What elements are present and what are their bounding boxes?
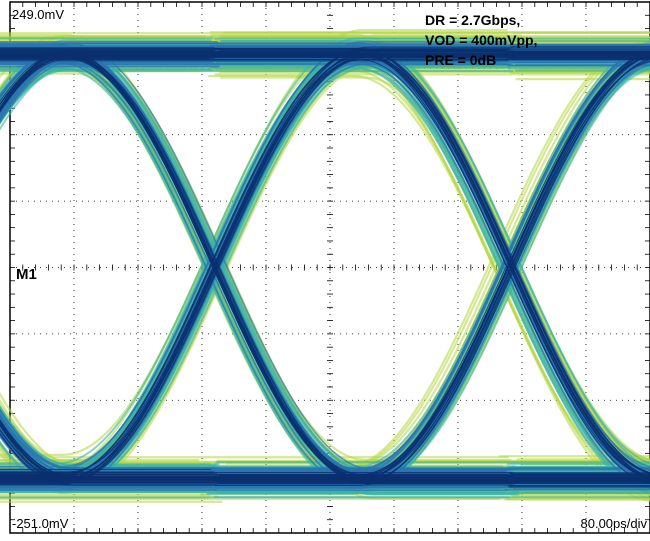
- eye-trace: [0, 50, 213, 103]
- eye-trace: [215, 55, 650, 480]
- eye-trace: [217, 53, 650, 478]
- eye-trace: [0, 423, 217, 483]
- eye-trace: [0, 54, 221, 121]
- eye-trace: [0, 429, 213, 484]
- eye-trace: [0, 55, 512, 482]
- y-top-label: 249.0mV: [12, 7, 64, 22]
- annotation-block: DR = 2.7Gbps, VOD = 400mVpp, PRE = 0dB: [425, 12, 537, 68]
- annotation-data-rate: DR = 2.7Gbps,: [425, 12, 520, 28]
- eye-trace: [218, 51, 650, 476]
- eye-trace: [0, 402, 218, 464]
- eye-trace: [0, 417, 220, 481]
- eye-trace: [0, 53, 220, 117]
- eye-trace: [0, 419, 217, 477]
- eye-traces: [0, 28, 650, 503]
- eye-trace: [217, 59, 650, 484]
- eye-trace: [0, 52, 217, 111]
- eye-trace: [0, 411, 220, 475]
- eye-trace: [0, 55, 216, 113]
- eye-trace: [0, 416, 216, 474]
- marker-label-m1: M1: [16, 266, 37, 283]
- eye-trace: [0, 49, 507, 476]
- y-bottom-label: -251.0mV: [12, 516, 69, 531]
- eye-trace: [0, 56, 513, 483]
- eye-trace: [0, 408, 218, 469]
- eye-trace: [0, 50, 215, 106]
- eye-trace: [0, 54, 508, 480]
- eye-trace: [0, 60, 220, 124]
- eye-trace: [213, 55, 650, 481]
- eye-trace: [0, 50, 217, 109]
- eye-trace: [0, 392, 228, 470]
- eye-trace: [0, 57, 218, 119]
- eye-trace: [217, 49, 650, 474]
- eye-trace: [0, 55, 214, 110]
- eye-trace: [0, 414, 214, 469]
- eye-trace: [0, 55, 513, 482]
- eye-trace: [0, 428, 213, 481]
- eye-trace: [0, 53, 510, 480]
- eye-trace: [0, 54, 515, 481]
- eye-trace: [0, 432, 212, 484]
- eye-trace: [0, 429, 214, 483]
- eye-trace: [214, 48, 650, 473]
- eye-trace: [0, 422, 216, 480]
- x-scale-label: 80.00ps/div: [581, 516, 648, 531]
- eye-trace: [0, 421, 216, 479]
- annotation-pre-emphasis: PRE = 0dB: [425, 52, 496, 68]
- annotation-vod: VOD = 400mVpp,: [425, 32, 537, 48]
